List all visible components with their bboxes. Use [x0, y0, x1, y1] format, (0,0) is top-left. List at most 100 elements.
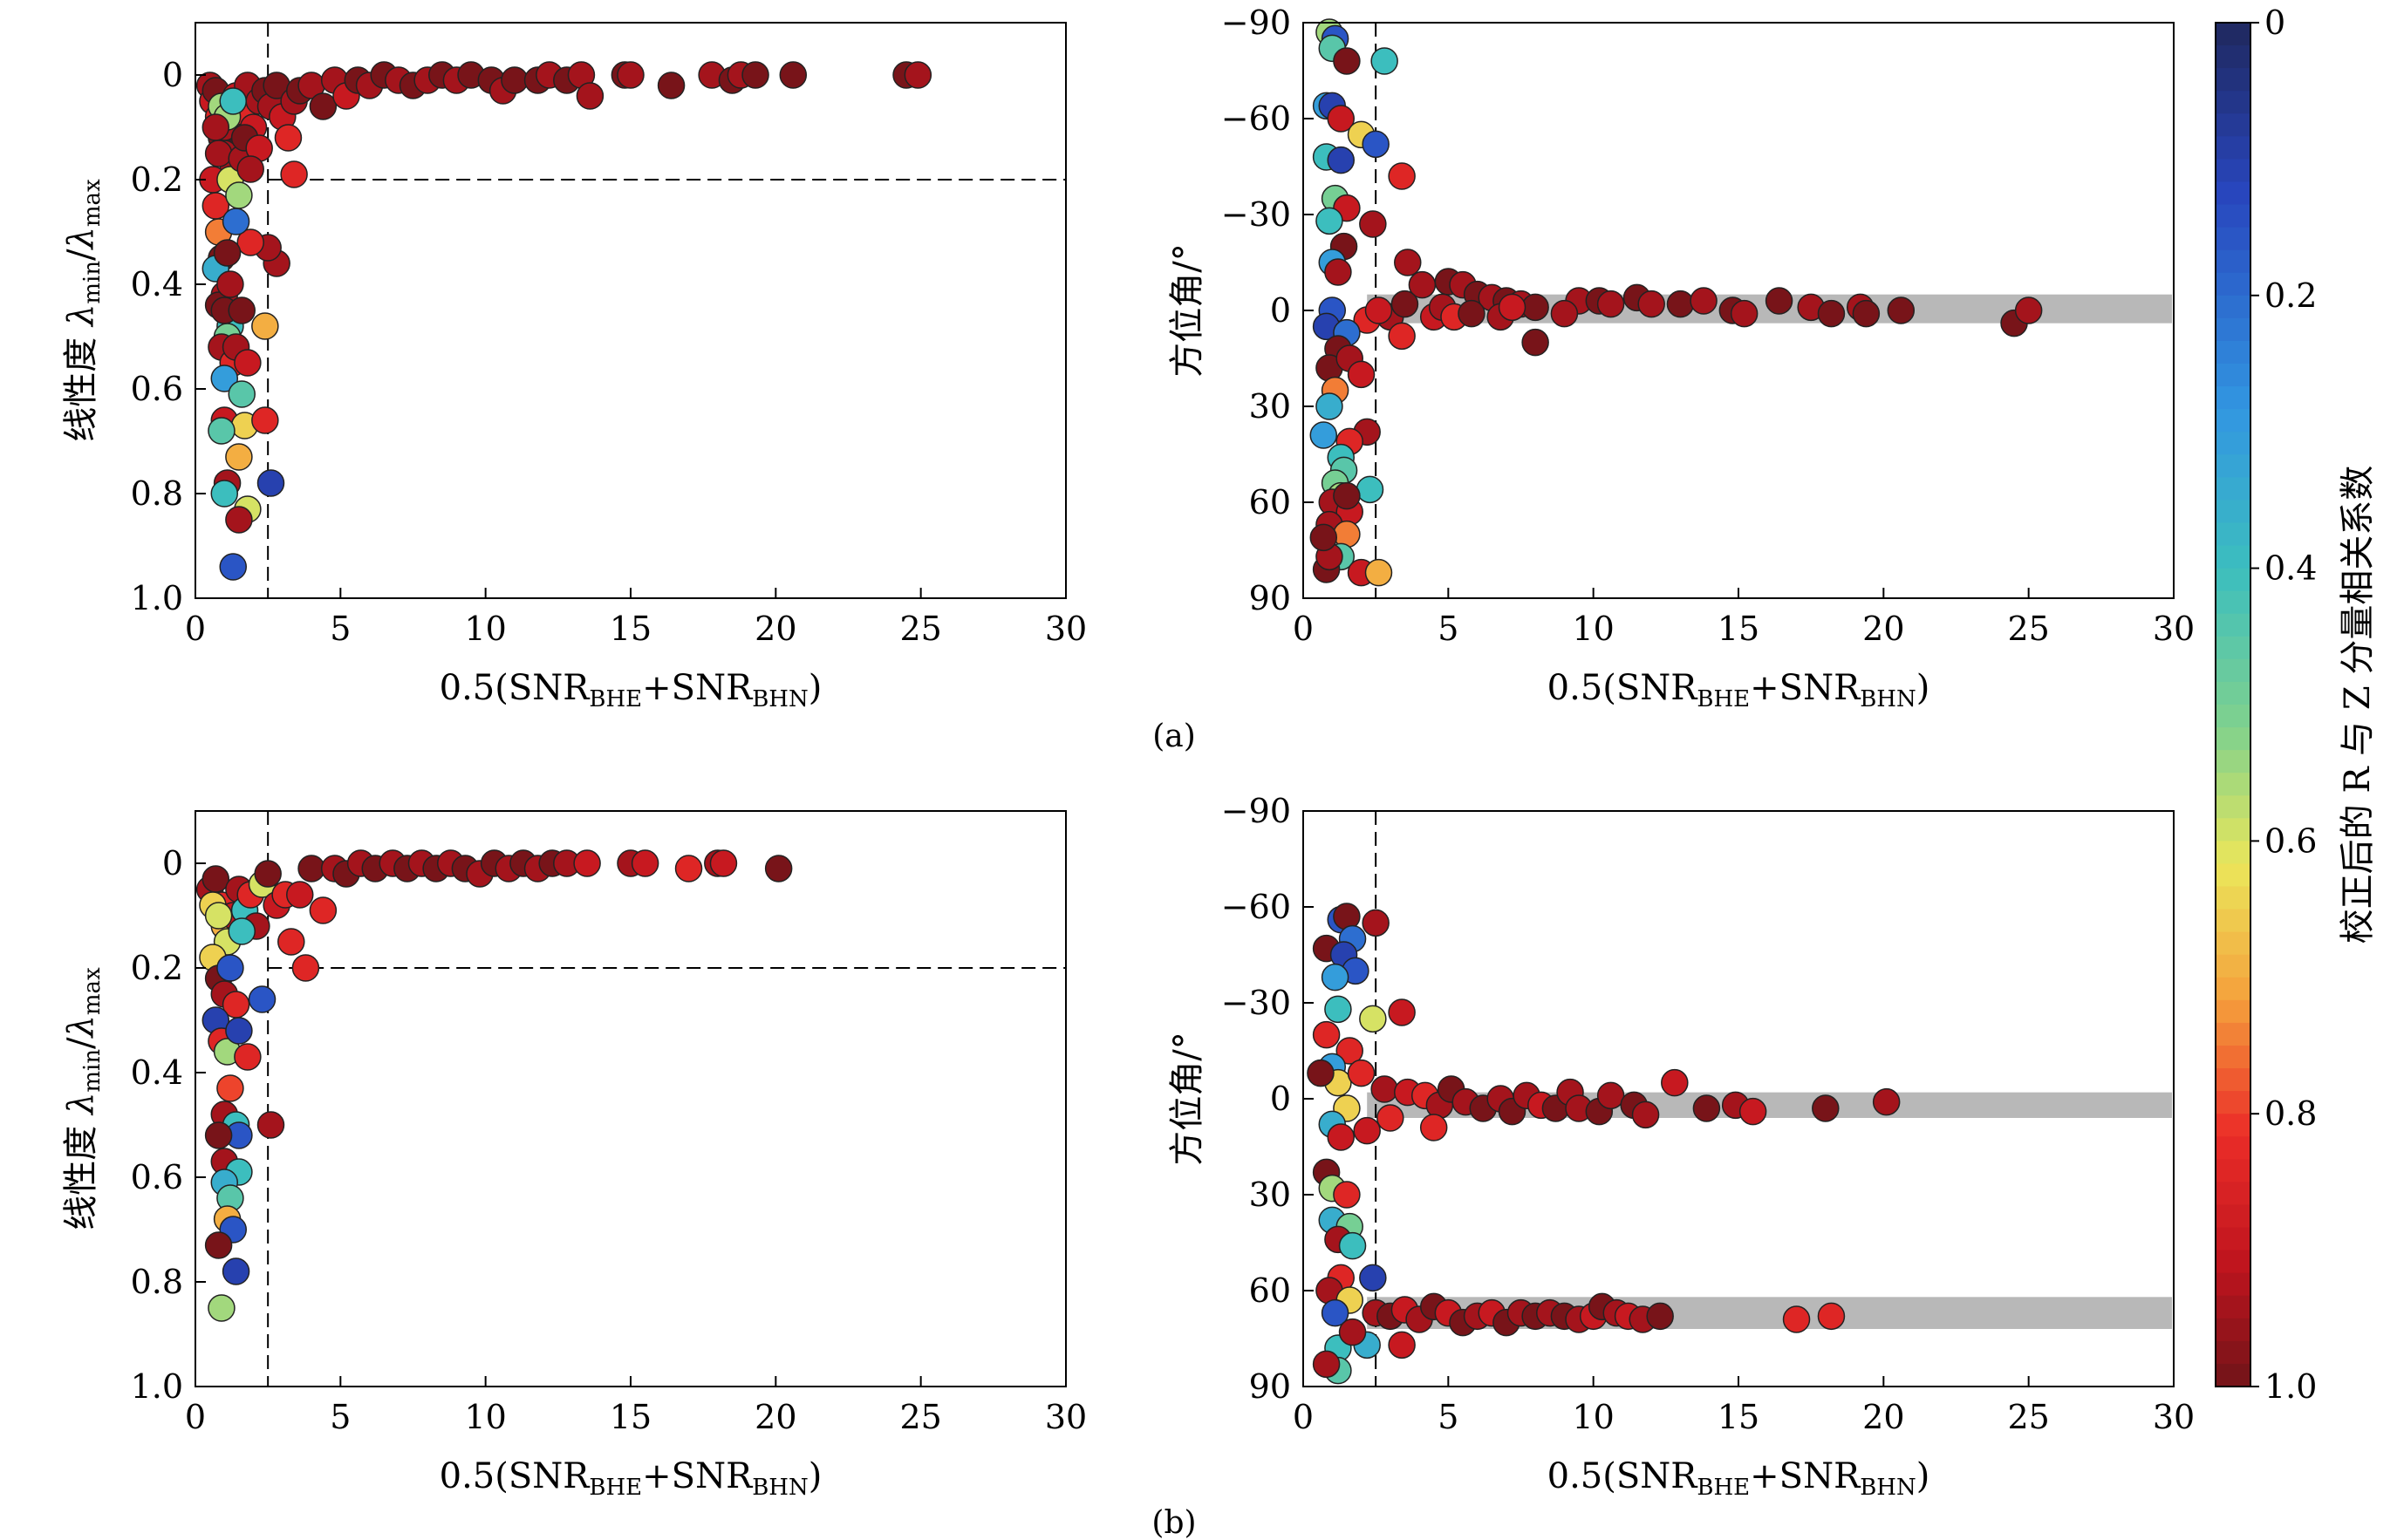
x-axis-label: 0.5(SNRBHE+SNRBHN)	[440, 1456, 823, 1501]
scatter-point	[1388, 998, 1416, 1026]
scatter-point	[617, 61, 645, 89]
y-tick-label: 0.8	[131, 474, 183, 513]
colorbar-segment	[2216, 1159, 2250, 1183]
scatter-point	[1765, 287, 1793, 315]
colorbar-frame	[2215, 22, 2251, 1387]
scatter-point	[201, 113, 230, 141]
scatter-point	[1817, 299, 1846, 328]
scatter-point	[1646, 1302, 1674, 1331]
scatter-point	[1321, 1298, 1349, 1327]
scatter-point	[1347, 1059, 1376, 1087]
scatter-point	[225, 1017, 253, 1045]
scatter-point	[1321, 963, 1349, 991]
colorbar-segment	[2216, 454, 2250, 479]
scatter-point	[741, 61, 769, 89]
x-tick-label: 5	[330, 1398, 351, 1436]
x-tick-label: 15	[1718, 610, 1759, 648]
scatter-point	[204, 902, 233, 930]
colorbar-segment	[2216, 1295, 2250, 1319]
colorbar-segment	[2216, 705, 2250, 729]
colorbar-segment	[2216, 863, 2250, 888]
colorbar-segment	[2216, 795, 2250, 820]
shaded-band	[1738, 1092, 2172, 1118]
colorbar-segment	[2216, 545, 2250, 569]
colorbar-segment	[2216, 568, 2250, 592]
y-tick-label: 1.0	[131, 1367, 183, 1406]
y-tick-label: −60	[1221, 888, 1291, 926]
scatter-point	[1419, 1114, 1448, 1141]
scatter-point	[1637, 290, 1665, 318]
scatter-point	[1782, 1305, 1811, 1333]
colorbar-segment	[2216, 1136, 2250, 1161]
x-axis-label: 0.5(SNRBHE+SNRBHN)	[1547, 1456, 1930, 1501]
scatter-point	[210, 365, 239, 392]
scatter-point	[1390, 290, 1419, 318]
scatter-point	[1550, 299, 1579, 328]
scatter-point	[216, 954, 244, 982]
y-tick-label: 0.8	[131, 1263, 183, 1301]
colorbar-segment	[2216, 681, 2250, 705]
y-tick-label: 60	[1249, 1271, 1291, 1310]
scatter-point	[1388, 162, 1416, 190]
scatter-point	[1812, 1094, 1840, 1122]
scatter-point	[291, 954, 320, 982]
scatter-point	[204, 140, 233, 167]
colorbar-tick-label: 0.6	[2264, 821, 2317, 860]
scatter-point	[1309, 421, 1338, 449]
y-tick-label: −90	[1221, 792, 1291, 830]
y-tick-label: −90	[1221, 3, 1291, 42]
y-tick-label: 90	[1249, 1367, 1291, 1406]
scatter-point	[204, 1231, 233, 1259]
x-tick-label: 25	[899, 610, 941, 648]
scatter-point	[904, 61, 932, 89]
scatter-point	[1338, 1231, 1367, 1260]
colorbar-segment	[2216, 364, 2250, 388]
scatter-point	[277, 928, 305, 956]
scatter-point	[1596, 290, 1625, 318]
x-tick-label: 10	[464, 1398, 506, 1436]
colorbar-segment	[2216, 1114, 2250, 1138]
y-tick-label: 0.4	[131, 265, 183, 303]
scatter-point	[216, 1074, 244, 1102]
colorbar-segment	[2216, 999, 2250, 1024]
y-tick-label: 0.2	[131, 949, 183, 987]
colorbar-segment	[2216, 136, 2250, 160]
scatter-point	[1347, 360, 1376, 389]
scatter-point	[1356, 475, 1384, 504]
colorbar-label: 校正后的 R 与 Z 分量相关系数	[2338, 466, 2378, 944]
x-tick-label: 30	[2153, 1398, 2195, 1436]
colorbar-segment	[2216, 773, 2250, 797]
colorbar-segment	[2216, 23, 2250, 47]
scatter-point	[1872, 1087, 1901, 1116]
scatter-point	[201, 865, 230, 893]
scatter-point	[208, 417, 236, 445]
colorbar-segment	[2216, 1091, 2250, 1115]
scatter-point	[222, 1257, 250, 1285]
scatter-point	[1309, 523, 1338, 552]
x-tick-label: 30	[1045, 1398, 1087, 1436]
colorbar-segment	[2216, 1022, 2250, 1046]
scatter-point	[1388, 322, 1416, 351]
colorbar-tick-label: 0.8	[2264, 1094, 2317, 1133]
colorbar-segment	[2216, 1227, 2250, 1251]
scatter-point	[1730, 299, 1759, 328]
y-tick-label: −30	[1221, 195, 1291, 234]
colorbar-segment	[2216, 317, 2250, 342]
scatter-point	[1312, 1350, 1341, 1379]
colorbar-segment	[2216, 91, 2250, 115]
scatter-point	[1364, 296, 1393, 324]
scatter-point	[1359, 1005, 1387, 1033]
scatter-point	[1887, 296, 1916, 324]
colorbar-segment	[2216, 886, 2250, 910]
colorbar-segment	[2216, 1068, 2250, 1093]
scatter-point	[222, 208, 250, 235]
x-tick-label: 0	[1293, 610, 1314, 648]
scatter-point	[1690, 287, 1718, 315]
colorbar-segment	[2216, 409, 2250, 433]
y-tick-label: 0	[1270, 291, 1291, 330]
scatter-point	[573, 849, 601, 877]
y-tick-label: 60	[1249, 483, 1291, 521]
scatter-point	[297, 855, 325, 882]
chart-b-azimuth: 0 5 10 15 20 25 30 −90 −60 −30 0 30 60 90 0.5(SNRBHE+S…	[1167, 792, 2195, 1501]
